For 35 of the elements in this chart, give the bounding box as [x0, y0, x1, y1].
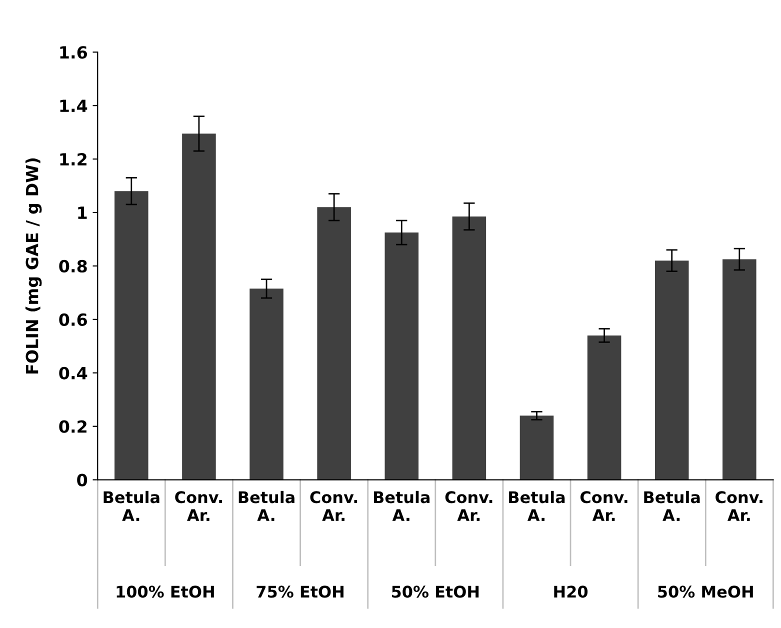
x-tick-label: Conv. Ar.: [716, 491, 762, 521]
y-tick-label: 1.6: [60, 46, 88, 59]
y-tick-label: 1.4: [60, 100, 88, 112]
bar: [250, 288, 284, 480]
x-tick-label: Conv. Ar.: [580, 491, 628, 521]
x-tick-label: Conv. Ar.: [175, 491, 222, 521]
x-tick-label: Betula A.: [374, 490, 430, 521]
y-tick-label: 0.6: [59, 313, 88, 326]
text: 75% EtOH: [256, 586, 344, 598]
bar: [520, 416, 554, 480]
x-tick-label: Conv. Ar.: [445, 491, 492, 521]
bar: [182, 134, 216, 480]
bar: [452, 216, 486, 480]
x-tick-label: Betula A.: [644, 490, 700, 521]
y-axis-title: FOLIN (mg GAE / g DW): [25, 158, 42, 374]
x-tick-label: Conv. Ar.: [310, 491, 358, 521]
y-tick-label: 0.2: [59, 420, 86, 433]
y-tick-label: 1: [78, 206, 87, 219]
y-tick-label: 0.4: [59, 366, 88, 380]
bar: [114, 191, 148, 480]
x-tick-label: Betula A.: [238, 490, 294, 521]
bar: [384, 232, 419, 480]
y-tick-label: 1.2: [60, 153, 86, 166]
text: 50% MeOH: [658, 586, 753, 598]
x-tick-label: Betula A.: [104, 490, 160, 521]
text: 50% EtOH: [392, 586, 479, 598]
text: 100% EtOH: [116, 586, 214, 598]
bar: [587, 335, 622, 480]
bar: [317, 207, 351, 480]
y-tick-label: 0.8: [59, 260, 87, 273]
bar: [654, 260, 689, 480]
text: H20: [554, 586, 588, 598]
x-tick-label: Betula A.: [509, 490, 565, 521]
y-tick-label: 0: [77, 474, 88, 486]
bar: [722, 259, 756, 480]
